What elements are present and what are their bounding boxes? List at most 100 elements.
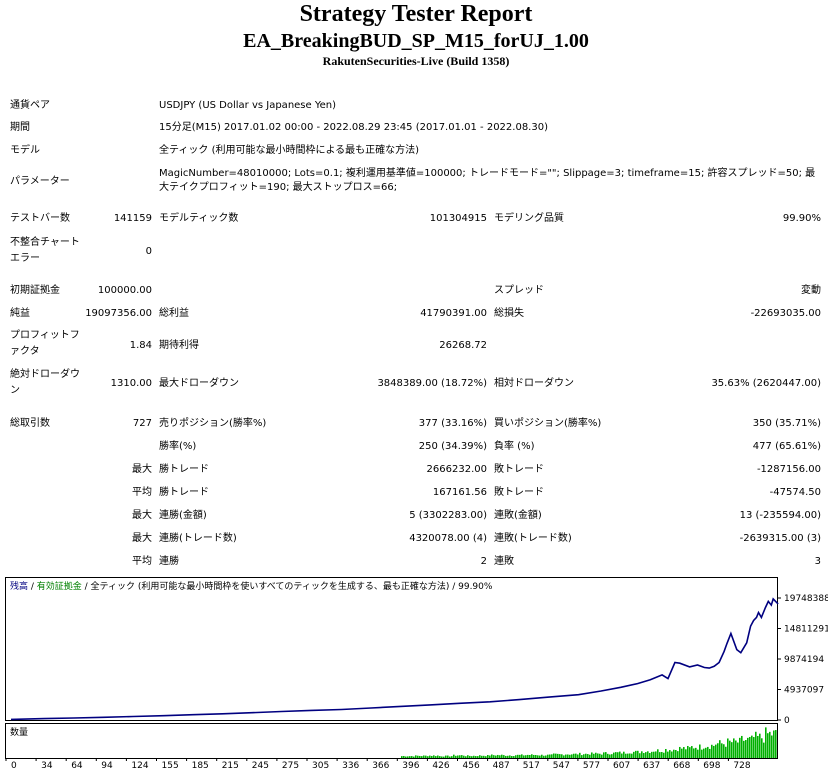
volume-bar <box>755 731 757 758</box>
volume-bar <box>551 754 553 758</box>
largest-profit-label: 勝トレード <box>159 464 209 475</box>
volume-bar <box>769 731 771 758</box>
volume-bar <box>489 755 491 758</box>
average-profit-label: 勝トレード <box>159 487 209 498</box>
volume-bar <box>421 756 423 758</box>
volume-bar <box>549 754 551 758</box>
volume-bar <box>619 751 621 758</box>
volume-bar <box>439 756 441 758</box>
volume-bar <box>633 751 635 758</box>
volume-bar <box>463 755 465 758</box>
y-tick-label: 9874194 <box>784 655 824 665</box>
x-tick-label: 426 <box>432 761 449 771</box>
net-profit-value: 19097356.00 <box>85 308 152 319</box>
volume-bar <box>487 755 489 758</box>
volume-bar <box>543 755 545 758</box>
volume-bar <box>573 753 575 758</box>
x-tick-label: 487 <box>493 761 510 771</box>
total-trades-label: 総取引数 <box>10 418 50 429</box>
volume-bar <box>457 755 459 758</box>
volume-bar <box>673 749 675 758</box>
volume-bar <box>433 755 435 758</box>
volume-bar <box>515 755 517 758</box>
volume-bar <box>575 753 577 758</box>
volume-bar <box>479 755 481 758</box>
volume-bar <box>401 756 403 758</box>
largest-profit-value: 2666232.00 <box>426 464 487 475</box>
volume-bar <box>757 735 759 758</box>
volume-bar <box>407 756 409 758</box>
average-loss-label: 敗トレード <box>494 487 544 498</box>
volume-bar <box>611 754 613 758</box>
volume-bar <box>651 751 653 758</box>
profit-trades-label: 勝率(%) <box>159 441 197 452</box>
volume-bar <box>773 730 775 758</box>
x-tick-label: 215 <box>222 761 239 771</box>
volume-bar <box>535 754 537 758</box>
volume-bar <box>689 747 691 758</box>
volume-bar <box>751 735 753 758</box>
volume-bar <box>729 740 731 758</box>
volume-bar <box>735 740 737 758</box>
expected-payoff-value: 26268.72 <box>439 340 487 351</box>
volume-bar <box>727 738 729 758</box>
volume-bar <box>715 744 717 758</box>
initial-deposit-label: 初期証拠金 <box>10 285 60 296</box>
volume-bar <box>547 754 549 758</box>
volume-bar <box>725 746 727 758</box>
volume-bar <box>443 756 445 758</box>
x-tick-label: 64 <box>71 761 83 771</box>
x-tick-label: 0 <box>11 761 17 771</box>
loss-trades-label: 負率 (%) <box>494 441 535 452</box>
period-value: 15分足(M15) 2017.01.02 00:00 - 2022.08.29 … <box>159 122 548 133</box>
volume-bar <box>595 752 597 758</box>
volume-bar <box>669 750 671 758</box>
volume-bar <box>563 755 565 758</box>
volume-bar <box>677 751 679 758</box>
relative-drawdown-value: 35.63% (2620447.00) <box>711 378 821 389</box>
parameters-value: MagicNumber=48010000; Lots=0.1; 複利運用基準値=… <box>159 168 816 193</box>
profit-trades-value: 250 (34.39%) <box>418 441 487 452</box>
volume-bar <box>705 747 707 758</box>
volume-bar <box>437 755 439 758</box>
volume-bar <box>483 755 485 758</box>
volume-bar <box>679 746 681 758</box>
maximal-drawdown-value: 3848389.00 (18.72%) <box>377 378 487 389</box>
absolute-drawdown-label: 絶対ドローダウン <box>10 369 80 396</box>
volume-bar <box>553 753 555 758</box>
volume-bar <box>591 752 593 758</box>
x-tick-label: 396 <box>402 761 419 771</box>
short-positions-label: 売りポジション(勝率%) <box>159 418 267 429</box>
volume-bar <box>519 754 521 758</box>
volume-bar <box>431 755 433 758</box>
legend: 残高 / 有効証拠金 / 全ティック (利用可能な最小時間枠を使いすべてのティッ… <box>10 580 493 592</box>
max-consecutive-profit-value: 4320078.00 (4) <box>409 533 487 544</box>
volume-bar <box>509 755 511 758</box>
volume-bar <box>577 754 579 758</box>
volume-bar <box>615 752 617 758</box>
report-title: Strategy Tester Report <box>299 1 533 27</box>
parameters-label: パラメーター <box>10 176 70 187</box>
average-prefix: 平均 <box>132 487 152 498</box>
server-build: RakutenSecurities-Live (Build 1358) <box>322 54 510 68</box>
volume-bar <box>571 754 573 758</box>
max-consecutive-wins-value: 5 (3302283.00) <box>409 510 487 521</box>
volume-bar <box>627 753 629 758</box>
volume-bar <box>453 754 455 758</box>
volume-bar <box>693 748 695 758</box>
balance-line <box>10 597 779 721</box>
x-tick-label: 155 <box>162 761 179 771</box>
volume-bar <box>477 756 479 758</box>
volume-bar <box>719 740 721 758</box>
x-tick-label: 34 <box>41 761 53 771</box>
max-consecutive-loss-label: 連敗(トレード数) <box>494 533 572 544</box>
volume-bar <box>617 752 619 758</box>
volume-bar <box>559 754 561 758</box>
x-tick-label: 124 <box>131 761 148 771</box>
volume-bar <box>721 743 723 758</box>
volume-bar <box>583 754 585 758</box>
volume-bar <box>521 754 523 758</box>
volume-bar <box>469 755 471 758</box>
test-bars-value: 141159 <box>113 213 152 224</box>
modeling-quality-value: 99.90% <box>782 213 821 224</box>
